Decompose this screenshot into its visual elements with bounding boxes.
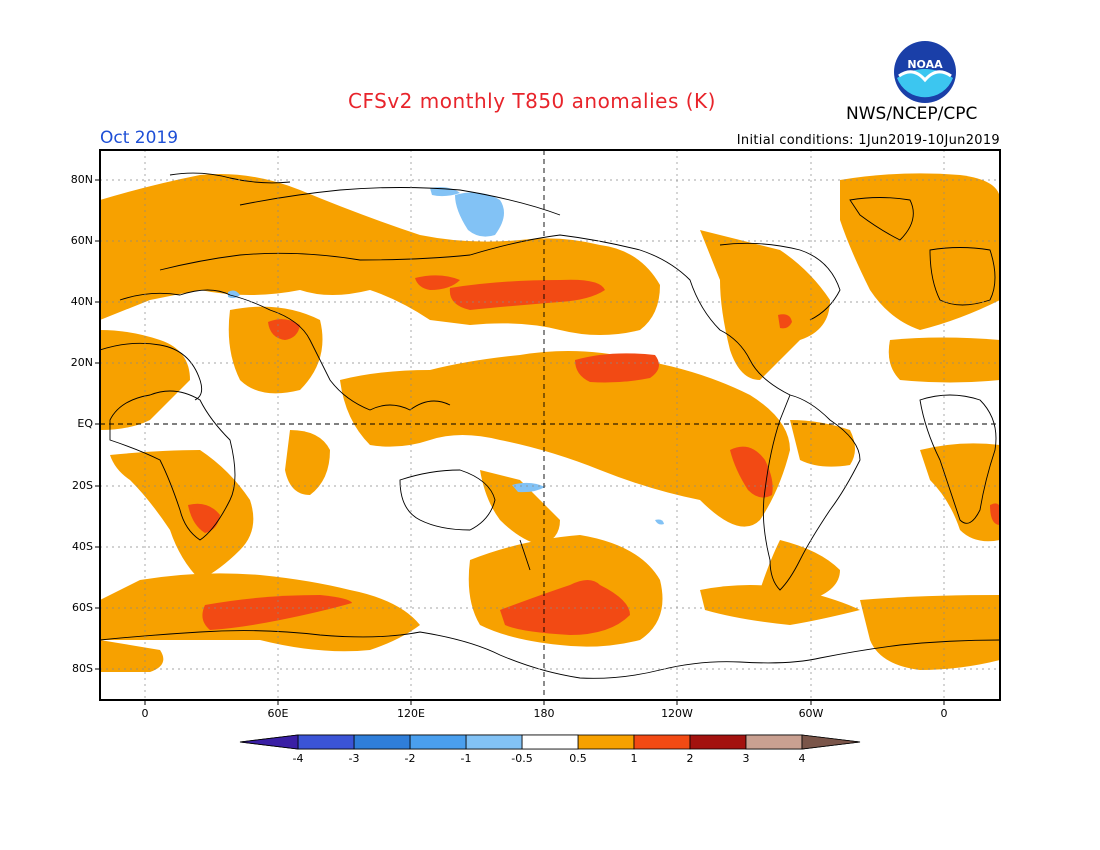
- map-title: CFSv2 monthly T850 anomalies (K): [348, 89, 716, 113]
- lon-label: 120E: [397, 707, 425, 720]
- colorbar-label: -2: [404, 752, 416, 765]
- initial-conditions-label: Initial conditions: 1Jun2019-10Jun2019: [736, 133, 1000, 148]
- colorbar-label: -0.5: [511, 752, 533, 765]
- lon-label: 60E: [267, 707, 289, 720]
- reference-lines: [100, 150, 1000, 700]
- lat-label: 80N: [70, 173, 93, 186]
- lon-label: 0: [940, 707, 948, 720]
- lat-label: 20N: [70, 356, 93, 369]
- lon-label: 0: [141, 707, 149, 720]
- lat-label: 60S: [72, 601, 93, 614]
- colorbar-swatch: [577, 734, 635, 750]
- period-label: Oct 2019: [100, 128, 179, 148]
- noaa-logo: NOAA: [894, 41, 956, 103]
- colorbar-label: 0.5: [569, 752, 587, 765]
- colorbar-label: 3: [742, 752, 750, 765]
- colorbar-label: 4: [798, 752, 806, 765]
- coastlines: [100, 172, 1000, 679]
- agency-label: NWS/NCEP/CPC: [846, 104, 978, 124]
- colorbar-swatch: [633, 734, 691, 750]
- colorbar-label: -3: [348, 752, 360, 765]
- lat-label: 40N: [70, 295, 93, 308]
- lon-label: 60W: [798, 707, 824, 720]
- gridlines: [100, 150, 1000, 700]
- colorbar-label: 1: [630, 752, 638, 765]
- svg-text:NOAA: NOAA: [907, 58, 943, 71]
- lat-label: 20S: [72, 479, 93, 492]
- lon-label: 180: [533, 707, 555, 720]
- lat-label: 60N: [70, 234, 93, 247]
- colorbar-swatch: [689, 734, 747, 750]
- lat-label: 80S: [72, 662, 93, 675]
- lat-label: 40S: [72, 540, 93, 553]
- colorbar-label: 2: [686, 752, 694, 765]
- map-frame: [99, 149, 1001, 701]
- lon-label: 120W: [661, 707, 693, 720]
- anomaly-field: [100, 150, 1000, 700]
- lat-label: EQ: [77, 417, 93, 430]
- colorbar: [239, 734, 861, 750]
- colorbar-label: -4: [292, 752, 304, 765]
- colorbar-label: -1: [460, 752, 472, 765]
